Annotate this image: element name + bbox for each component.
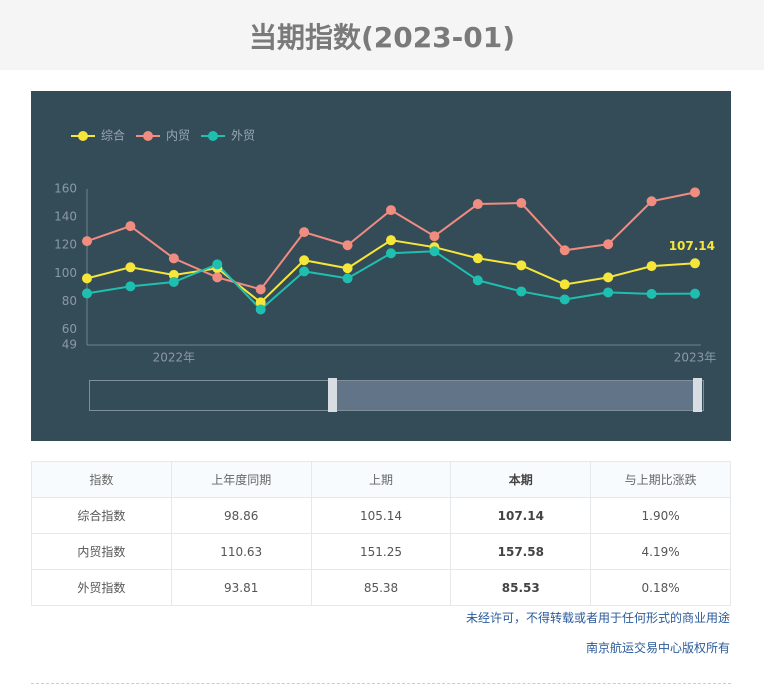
- data-point: [516, 286, 527, 297]
- data-point: [646, 288, 657, 299]
- table-header: 与上期比涨跌: [590, 461, 731, 498]
- data-point: [472, 275, 483, 286]
- data-point: [125, 221, 136, 232]
- table-cell: 110.63: [170, 533, 312, 570]
- data-point: [690, 288, 700, 299]
- table-cell: 0.18%: [590, 569, 731, 606]
- data-point: [559, 294, 570, 305]
- data-label: 107.14: [669, 239, 715, 253]
- data-point: [82, 236, 92, 247]
- data-point: [168, 277, 179, 288]
- table-cell: 105.14: [310, 497, 452, 534]
- table-cell: 综合指数: [31, 497, 172, 534]
- data-point: [690, 258, 700, 269]
- chart: 49 60 80 100 120 140 160 2022年 2023年 107.14 综合 内贸 外贸: [31, 91, 731, 441]
- table-cell: 4.19%: [590, 533, 731, 570]
- data-point: [472, 199, 483, 210]
- table-cell: 151.25: [310, 533, 452, 570]
- data-point: [559, 279, 570, 290]
- data-point: [603, 272, 614, 283]
- data-point: [342, 273, 353, 284]
- y-tick-label: 120: [54, 238, 77, 252]
- data-point: [212, 259, 223, 270]
- legend-label: 内贸: [166, 129, 190, 143]
- zoom-handle[interactable]: [693, 378, 702, 412]
- data-point: [82, 273, 92, 284]
- y-tick-label: 80: [62, 294, 77, 308]
- data-point: [168, 253, 179, 264]
- notice: 未经许可，不得转载或者用于任何形式的商业用途: [465, 611, 730, 625]
- data-point: [603, 287, 614, 298]
- data-point: [82, 288, 92, 299]
- table-cell: 外贸指数: [31, 569, 172, 606]
- data-point: [168, 269, 179, 280]
- data-point: [255, 304, 266, 315]
- data-point: [603, 239, 614, 250]
- zoom-handle[interactable]: [328, 378, 337, 412]
- x-tick-label: 2022年: [153, 351, 196, 365]
- table-header: 本期: [450, 461, 592, 498]
- legend-marker: [208, 131, 218, 141]
- data-point: [342, 240, 353, 251]
- data-point: [429, 231, 440, 242]
- data-point: [299, 227, 310, 238]
- data-point: [690, 187, 700, 198]
- y-tick-label: 60: [62, 322, 77, 336]
- data-point: [212, 272, 223, 283]
- data-point: [646, 261, 657, 272]
- data-point: [255, 284, 266, 295]
- data-point: [386, 205, 396, 216]
- table-cell: 98.86: [170, 497, 312, 534]
- divider: [31, 683, 731, 684]
- data-point: [342, 263, 353, 274]
- table-cell: 107.14: [450, 497, 592, 534]
- data-point: [299, 255, 310, 266]
- data-point: [516, 260, 527, 271]
- zoom-slider[interactable]: [89, 380, 704, 411]
- table-cell: 93.81: [170, 569, 312, 606]
- data-point: [516, 198, 527, 209]
- data-point: [429, 246, 440, 257]
- y-tick-label: 160: [54, 182, 77, 196]
- zoom-range: [333, 381, 697, 410]
- legend-label: 综合: [101, 128, 125, 143]
- table-cell: 85.38: [310, 569, 452, 606]
- data-point: [559, 245, 570, 256]
- table-header: 指数: [31, 461, 172, 498]
- legend-marker: [78, 131, 88, 141]
- data-point: [255, 297, 266, 308]
- data-point: [472, 253, 483, 264]
- table-header: 上期: [310, 461, 452, 498]
- y-tick-label: 49: [62, 338, 77, 352]
- y-tick-label: 100: [54, 266, 77, 280]
- table-cell: 内贸指数: [31, 533, 172, 570]
- x-tick-label: 2023年: [674, 351, 717, 365]
- page-title: 当期指数(2023-01): [0, 0, 764, 70]
- data-point: [646, 196, 657, 207]
- data-point: [125, 281, 136, 292]
- data-point: [386, 248, 396, 259]
- table-cell: 85.53: [450, 569, 592, 606]
- data-point: [125, 262, 136, 273]
- table-cell: 1.90%: [590, 497, 731, 534]
- copyright: 南京航运交易中心版权所有: [585, 641, 730, 655]
- table-cell: 157.58: [450, 533, 592, 570]
- index-table: 指数 上年度同期 上期 本期 与上期比涨跌 综合指数 98.86 105.14 107.14 1…: [31, 461, 731, 606]
- y-tick-label: 140: [54, 210, 77, 224]
- data-point: [386, 235, 396, 246]
- legend-marker: [143, 131, 153, 141]
- data-point: [299, 266, 310, 277]
- table-header: 上年度同期: [170, 461, 312, 498]
- legend-label: 外贸: [231, 129, 255, 143]
